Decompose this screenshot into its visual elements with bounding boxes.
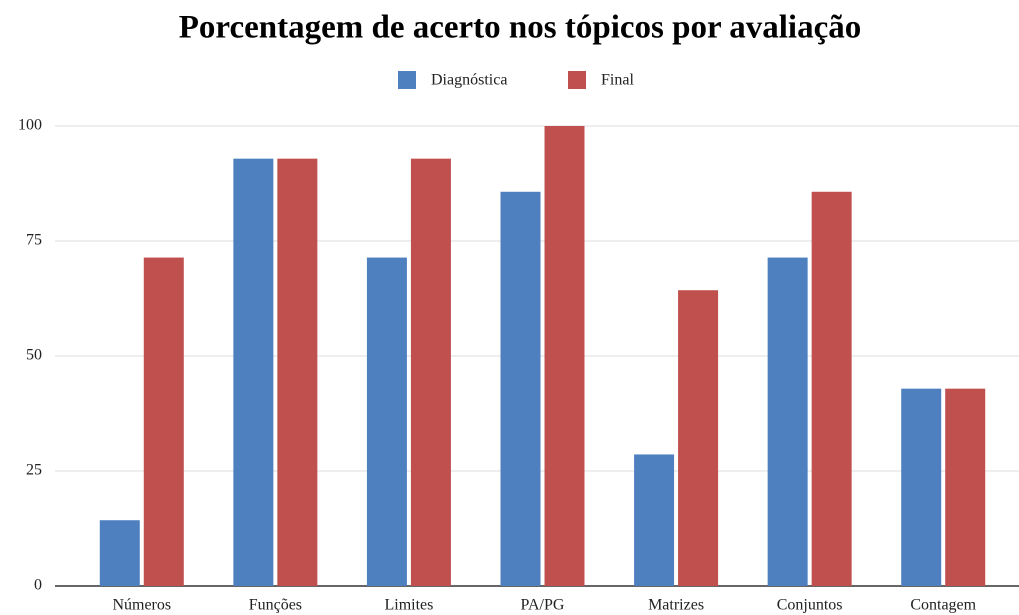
legend-label: Diagnóstica [431,72,507,89]
x-tick-label: Conjuntos [777,597,843,614]
chart-title: Porcentagem de acerto nos tópicos por av… [179,10,862,46]
x-tick-label: Números [112,597,171,614]
x-tick-label: Contagem [910,597,976,614]
y-tick-label: 75 [26,232,42,249]
y-tick-label: 100 [18,117,42,134]
bar [99,520,140,586]
bar [767,257,808,586]
bar [811,191,852,586]
x-tick-label: Matrizes [648,597,704,614]
bar [634,454,675,586]
bar [233,158,274,586]
y-tick-label: 0 [34,577,42,594]
y-tick-label: 25 [26,462,42,479]
bar [143,257,184,586]
legend-swatch [568,71,586,89]
x-tick-label: Funções [249,597,302,614]
bar [277,158,318,586]
bar [366,257,407,586]
y-tick-label: 50 [26,347,42,364]
x-tick-label: Limites [384,597,433,614]
bar [544,126,585,586]
legend-label: Final [601,72,634,89]
legend-swatch [398,71,416,89]
x-tick-label: PA/PG [521,597,565,614]
bar [500,191,541,586]
bar [945,388,986,586]
bar [901,388,942,586]
bar [410,158,451,586]
bar [678,290,719,586]
